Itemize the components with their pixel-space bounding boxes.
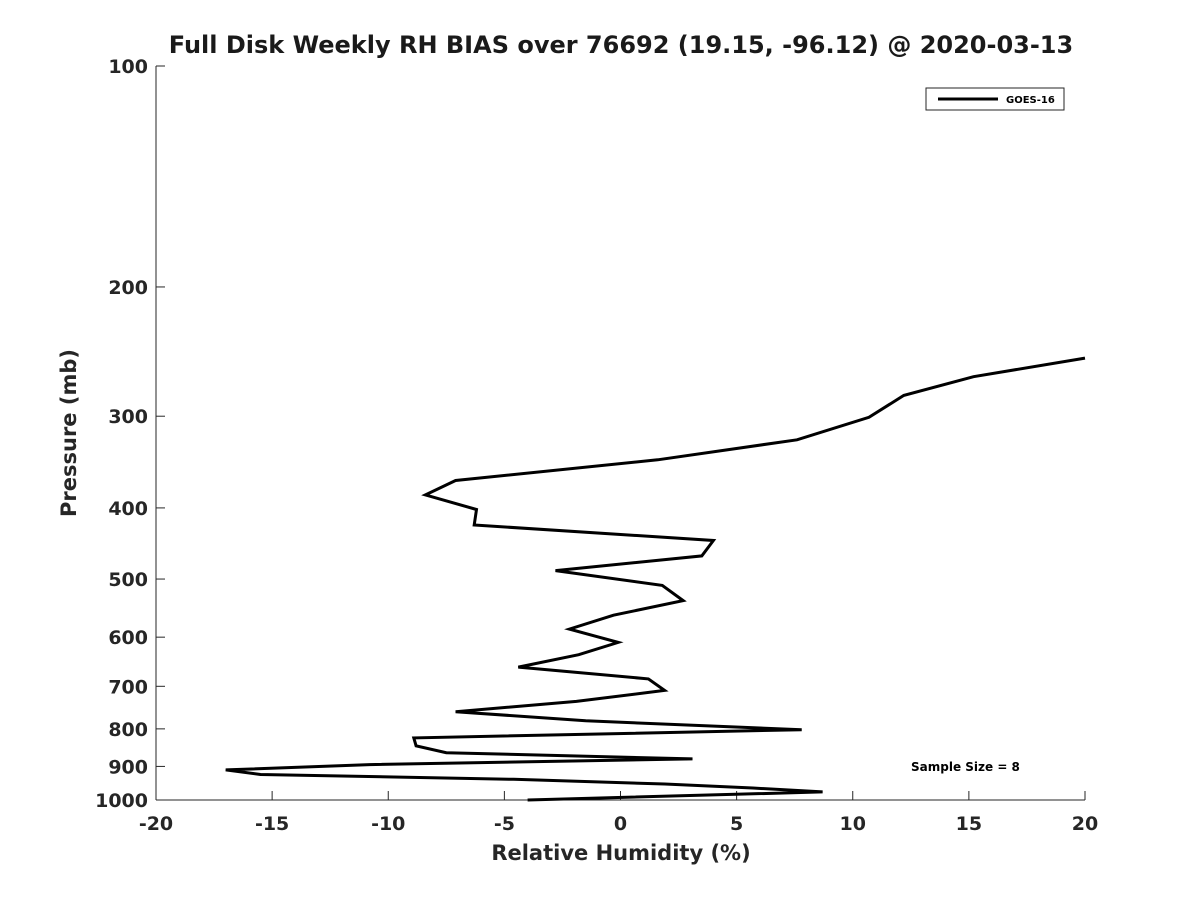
- series-line-goes-16: [225, 356, 1086, 802]
- y-tick-label: 700: [108, 676, 148, 698]
- x-tick-label: -20: [139, 813, 173, 835]
- y-tick-label: 800: [108, 719, 148, 741]
- legend-label-goes-16: GOES-16: [1006, 95, 1055, 106]
- y-tick-label: 300: [108, 406, 148, 428]
- x-tick-label: 15: [956, 813, 982, 835]
- y-tick-label: 200: [108, 277, 148, 299]
- y-axis-label: Pressure (mb): [57, 349, 81, 517]
- y-tick-label: 100: [108, 56, 148, 78]
- x-tick-label: 10: [840, 813, 866, 835]
- y-tick-label: 900: [108, 756, 148, 778]
- y-tick-label: 1000: [95, 790, 148, 812]
- series-layer: [225, 356, 1086, 802]
- y-ticks: 100 200 300 400 500 600 700 800 900 1000: [95, 56, 165, 812]
- chart-title: Full Disk Weekly RH BIAS over 76692 (19.…: [169, 31, 1073, 59]
- x-tick-label: 5: [730, 813, 743, 835]
- legend: GOES-16: [925, 87, 1065, 111]
- x-tick-label: 20: [1072, 813, 1098, 835]
- sample-size-annotation: Sample Size = 8: [911, 760, 1020, 774]
- x-axis-label: Relative Humidity (%): [491, 841, 750, 865]
- x-tick-label: -10: [371, 813, 405, 835]
- y-tick-label: 600: [108, 627, 148, 649]
- plot-area: -20 -15 -10 -5 0 5 10 15 20 100 200 300 400 500 600 70…: [95, 56, 1098, 835]
- y-tick-label: 500: [108, 569, 148, 591]
- x-tick-label: 0: [614, 813, 627, 835]
- x-ticks: -20 -15 -10 -5 0 5 10 15 20: [139, 791, 1098, 835]
- y-tick-label: 400: [108, 498, 148, 520]
- x-tick-label: -5: [494, 813, 515, 835]
- x-tick-label: -15: [255, 813, 289, 835]
